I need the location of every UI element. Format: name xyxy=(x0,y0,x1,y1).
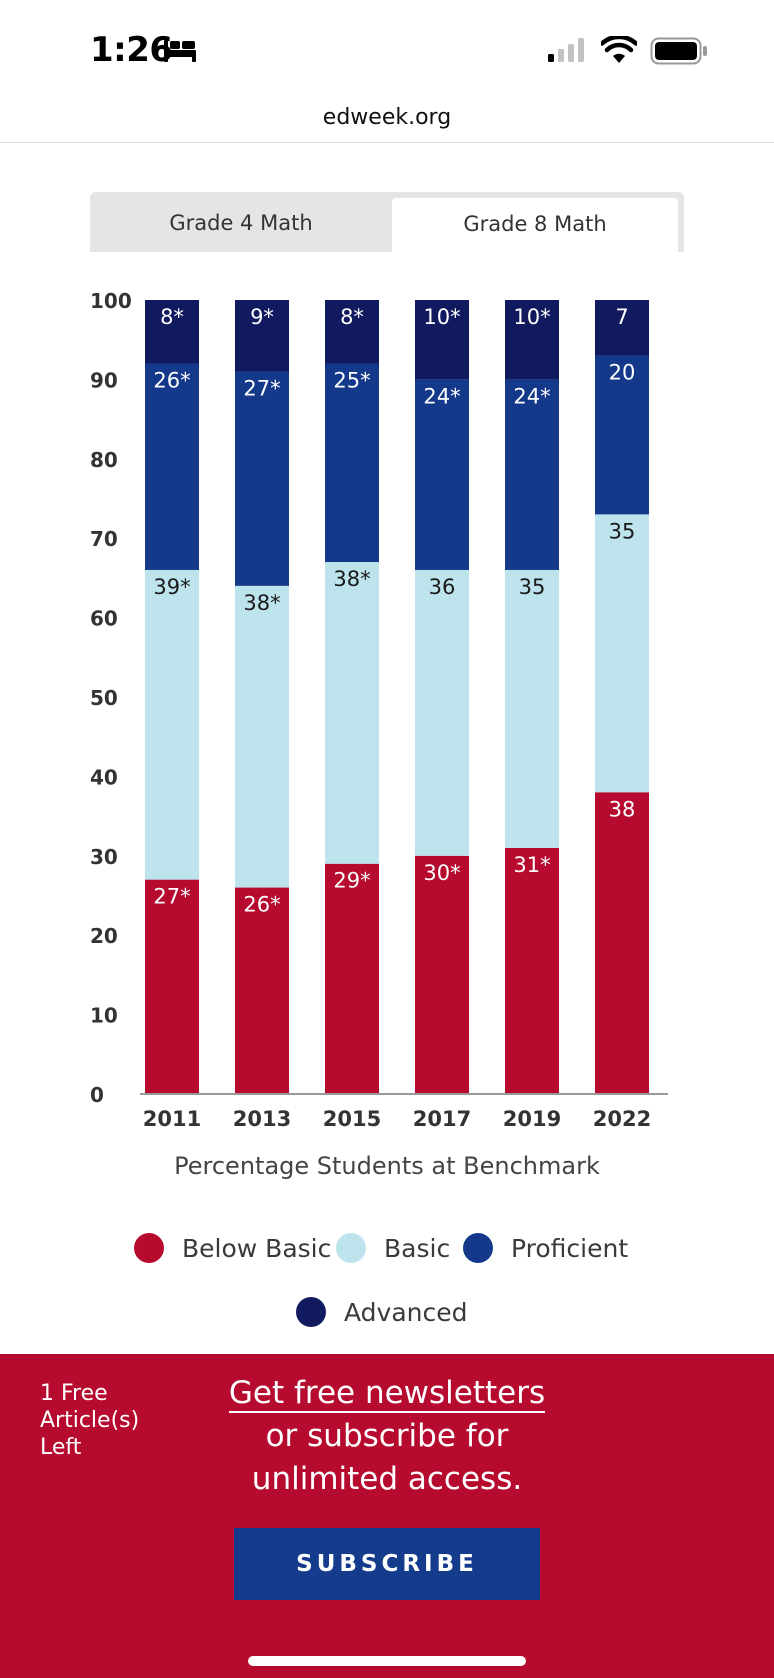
stacked-bar-chart: 0 10 20 30 40 50 60 70 80 90 100 27* 39* 26* 8* 2011 26*… xyxy=(90,289,668,1180)
bar-segment-proficient-2011 xyxy=(145,363,199,570)
legend-label-advanced: Advanced xyxy=(344,1297,468,1327)
data-label-basic-2022: 35 xyxy=(609,519,636,543)
bar-segment-proficient-2019 xyxy=(505,379,559,570)
bar-segment-proficient-2015 xyxy=(325,363,379,563)
data-label-basic-2017: 36 xyxy=(429,575,456,599)
x-axis-label: Percentage Students at Benchmark xyxy=(174,1152,600,1180)
bar-segment-advanced-2015 xyxy=(325,300,379,364)
y-tick-label-0: 0 xyxy=(90,1083,104,1107)
data-label-below-basic-2019: 31* xyxy=(513,853,550,877)
y-tick-label-80: 80 xyxy=(90,448,118,472)
x-tick-label-2015: 2015 xyxy=(323,1107,381,1131)
legend-label-below-basic: Below Basic xyxy=(182,1233,332,1263)
data-label-below-basic-2011: 27* xyxy=(153,885,190,909)
paywall-banner: 1 Free Article(s) Left Get free newslett… xyxy=(0,1354,774,1678)
data-label-below-basic-2013: 26* xyxy=(243,893,280,917)
url-text: edweek.org xyxy=(322,105,452,130)
data-label-proficient-2019: 24* xyxy=(513,384,550,408)
bar-segment-proficient-2013 xyxy=(235,371,289,586)
bar-segment-proficient-2022 xyxy=(595,355,649,515)
bar-segment-basic-2013 xyxy=(235,585,289,888)
data-label-proficient-2017: 24* xyxy=(423,384,460,408)
legend-item-basic: Basic xyxy=(336,1228,450,1268)
data-label-basic-2015: 38* xyxy=(333,567,370,591)
legend-item-proficient: Proficient xyxy=(463,1228,628,1268)
promo-text: Get free newsletters or subscribe for un… xyxy=(180,1372,594,1501)
bar-segment-basic-2011 xyxy=(145,569,199,880)
url-bar[interactable]: edweek.org xyxy=(0,96,774,143)
battery-icon xyxy=(650,37,707,65)
status-bar: 1:26 xyxy=(0,0,774,96)
data-label-below-basic-2022: 38 xyxy=(609,797,636,821)
data-label-advanced-2015: 8* xyxy=(340,305,364,329)
bar-segment-advanced-2017 xyxy=(415,300,469,380)
legend-item-advanced: Advanced xyxy=(296,1292,468,1332)
home-indicator xyxy=(248,1656,526,1666)
bar-segment-advanced-2019 xyxy=(505,300,559,380)
x-tick-label-2011: 2011 xyxy=(143,1107,201,1131)
tab-grade-8-math[interactable]: Grade 8 Math xyxy=(392,198,678,252)
bar-segment-basic-2015 xyxy=(325,562,379,864)
legend-dot-advanced xyxy=(296,1297,326,1327)
promo-line-1: or subscribe for xyxy=(265,1418,509,1454)
bar-segment-basic-2019 xyxy=(505,569,559,848)
bar-segment-below-basic-2011 xyxy=(145,879,199,1094)
y-tick-label-90: 90 xyxy=(90,368,118,392)
bar-segment-basic-2022 xyxy=(595,514,649,793)
bar-segment-below-basic-2015 xyxy=(325,863,379,1094)
legend-dot-below-basic xyxy=(134,1233,164,1263)
data-label-proficient-2022: 20 xyxy=(609,361,636,385)
data-label-below-basic-2015: 29* xyxy=(333,869,370,893)
data-label-basic-2011: 39* xyxy=(153,575,190,599)
data-label-below-basic-2017: 30* xyxy=(423,861,460,885)
bar-segment-below-basic-2022 xyxy=(595,792,649,1094)
bar-segment-below-basic-2013 xyxy=(235,887,289,1094)
free-articles-count: 1 Free Article(s) Left xyxy=(40,1381,140,1460)
data-label-advanced-2011: 8* xyxy=(160,305,184,329)
grade-tabs: Grade 4 Math Grade 8 Math xyxy=(90,192,684,252)
x-tick-label-2013: 2013 xyxy=(233,1107,291,1131)
y-tick-label-20: 20 xyxy=(90,924,118,948)
x-tick-label-2022: 2022 xyxy=(593,1107,651,1131)
bar-segment-advanced-2022 xyxy=(595,300,649,356)
data-label-advanced-2013: 9* xyxy=(250,305,274,329)
y-tick-label-50: 50 xyxy=(90,686,118,710)
bar-segment-advanced-2011 xyxy=(145,300,199,364)
legend-label-proficient: Proficient xyxy=(511,1233,629,1263)
data-label-proficient-2011: 26* xyxy=(153,369,190,393)
y-tick-label-70: 70 xyxy=(90,527,118,551)
wifi-icon xyxy=(601,36,637,63)
newsletter-link[interactable]: Get free newsletters xyxy=(228,1375,546,1413)
y-tick-label-40: 40 xyxy=(90,765,118,789)
legend-label-basic: Basic xyxy=(384,1233,451,1263)
y-tick-label-100: 100 xyxy=(90,289,132,313)
bar-segment-below-basic-2017 xyxy=(415,855,469,1094)
bed-icon xyxy=(164,40,196,62)
tab-grade-4-math[interactable]: Grade 4 Math xyxy=(169,211,313,235)
bar-segment-proficient-2017 xyxy=(415,379,469,570)
signal-icon xyxy=(548,38,584,62)
data-label-advanced-2019: 10* xyxy=(513,305,550,329)
bar-segment-basic-2017 xyxy=(415,569,469,856)
legend-dot-proficient xyxy=(463,1233,493,1263)
x-tick-label-2019: 2019 xyxy=(503,1107,561,1131)
y-tick-label-60: 60 xyxy=(90,607,118,631)
data-label-proficient-2013: 27* xyxy=(243,376,280,400)
x-tick-label-2017: 2017 xyxy=(413,1107,471,1131)
legend-dot-basic xyxy=(336,1233,366,1263)
promo-line-2: unlimited access. xyxy=(251,1461,523,1497)
legend-item-below-basic: Below Basic xyxy=(134,1228,331,1268)
data-label-basic-2013: 38* xyxy=(243,591,280,615)
data-label-advanced-2017: 10* xyxy=(423,305,460,329)
data-label-advanced-2022: 7 xyxy=(615,305,628,329)
status-time: 1:26 xyxy=(90,30,173,70)
y-tick-label-10: 10 xyxy=(90,1004,118,1028)
y-tick-label-30: 30 xyxy=(90,845,118,869)
data-label-proficient-2015: 25* xyxy=(333,369,370,393)
subscribe-button[interactable]: SUBSCRIBE xyxy=(234,1528,540,1600)
data-label-basic-2019: 35 xyxy=(519,575,546,599)
bar-segment-advanced-2013 xyxy=(235,300,289,372)
bar-segment-below-basic-2019 xyxy=(505,847,559,1094)
